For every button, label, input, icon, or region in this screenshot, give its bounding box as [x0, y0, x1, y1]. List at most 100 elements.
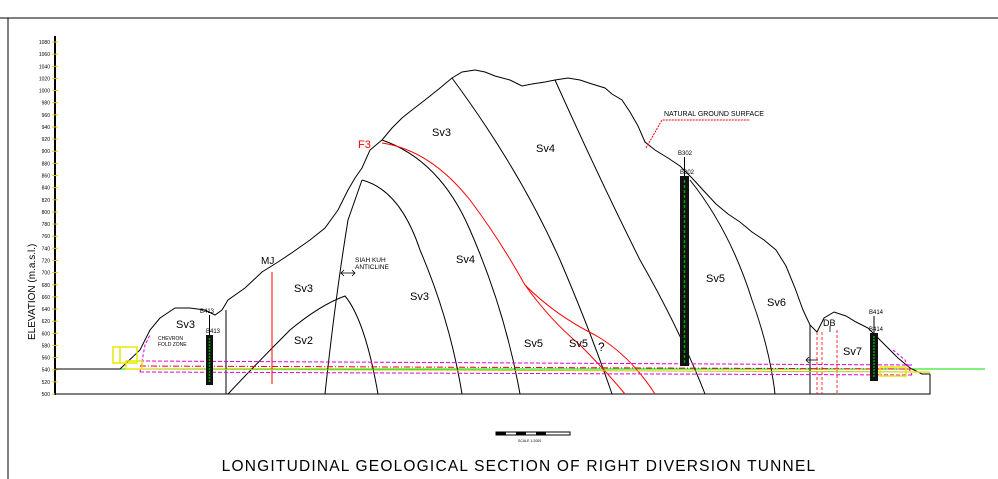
axis-tick-label: 1020 — [39, 76, 50, 82]
label-question-mark: ? — [598, 340, 605, 354]
borehole-b302: B302 B302 — [678, 151, 695, 366]
axis-tick-label: 900 — [42, 149, 51, 155]
borehole-b413-label-top: B413 — [200, 309, 215, 315]
tunnel-magenta-bottom — [139, 371, 913, 376]
axis-tick-label: 740 — [42, 246, 51, 252]
db-arrow — [805, 326, 831, 364]
borehole-b413-label: B413 — [206, 329, 221, 335]
contact-sv3-sv4-top — [451, 77, 613, 395]
portal-left-base — [125, 360, 143, 370]
axis-tick-label: 880 — [42, 161, 51, 167]
axis-tick-label: 540 — [42, 368, 51, 374]
scale-bar-fill-1 — [496, 432, 506, 435]
axis-tick-label: 960 — [42, 113, 51, 119]
anticline-arrow — [340, 269, 356, 277]
axis-tick-label: 720 — [42, 258, 51, 264]
unit-sv6: Sv6 — [767, 297, 786, 309]
contact-sv2-sv3 — [227, 295, 379, 395]
portal-left-outline — [139, 334, 151, 373]
label-anticline: ANTICLINE — [355, 264, 390, 271]
borehole-b414: B414 B414 — [869, 310, 884, 381]
unit-labels: Sv3 Sv3 Sv2 Sv3 Sv3 Sv4 Sv4 Sv5 Sv5 Sv5 … — [176, 127, 862, 358]
axis-tick-label: 840 — [42, 186, 51, 192]
label-f3: F3 — [358, 139, 371, 151]
contact-sv5-sv6 — [689, 179, 776, 395]
axis-tick-label: 520 — [42, 380, 51, 386]
unit-sv5-b: Sv5 — [569, 338, 588, 350]
tunnel-red-center — [139, 365, 913, 370]
portal-structures — [112, 346, 930, 377]
scale-bar-segments — [495, 431, 571, 436]
axis-tick-label: 600 — [42, 331, 51, 337]
label-chevron: CHEVRON — [158, 336, 183, 342]
axis-tick-label: 1080 — [39, 40, 50, 46]
ground-surface-profile — [55, 69, 930, 375]
axis-tick-label: 760 — [42, 234, 51, 240]
scale-bar-fill-3 — [536, 432, 546, 435]
axis-tick-label: 780 — [42, 222, 51, 228]
section-base-line — [55, 374, 931, 395]
axis-tick-label: 700 — [42, 271, 51, 277]
unit-sv3-mid: Sv3 — [294, 283, 313, 295]
db-arrow-head — [805, 356, 810, 364]
geologic-contacts — [225, 77, 811, 395]
borehole-b413: B413 B413 — [200, 309, 221, 385]
axis-tick-label: 820 — [42, 198, 51, 204]
unit-sv5-a: Sv5 — [524, 338, 543, 350]
tunnel-alignment — [139, 334, 913, 376]
section-title: LONGITUDINAL GEOLOGICAL SECTION OF RIGHT… — [222, 458, 817, 475]
fault-f3-upper — [381, 142, 626, 395]
axis-tick-label: 1060 — [39, 52, 50, 58]
natural-ground-label: NATURAL GROUND SURFACE — [664, 111, 764, 118]
borehole-b414-label: B414 — [869, 327, 884, 333]
unit-sv7: Sv7 — [843, 346, 862, 358]
axis-tick-label: 940 — [42, 125, 51, 131]
tunnel-yellow-line — [139, 368, 913, 373]
label-mj: MJ — [261, 256, 274, 267]
fault-lines — [271, 142, 656, 395]
contact-sv3-sv4-inner — [361, 179, 463, 395]
anticline-arrow-left-head — [340, 269, 345, 277]
unit-sv5-right: Sv5 — [706, 273, 725, 285]
tunnel-magenta-top — [139, 360, 913, 366]
axis-ticks: 1080 1060 1040 1020 1000 980 960 940 920 900 880 86… — [39, 40, 58, 398]
unit-sv4-top: Sv4 — [536, 143, 555, 155]
scale-bar-label: SCALE 1:2000 — [518, 439, 541, 443]
axis-tick-label: 560 — [42, 356, 51, 362]
unit-sv4-mid: Sv4 — [456, 254, 475, 266]
scale-bar-fill-2 — [516, 432, 526, 435]
axis-tick-label: 980 — [42, 101, 51, 107]
db-zone-lines — [816, 330, 838, 394]
contact-sv3-sv4-outer — [381, 139, 521, 395]
axis-tick-label: 660 — [42, 295, 51, 301]
axis-tick-label: 800 — [42, 210, 51, 216]
axis-tick-label: 680 — [42, 283, 51, 289]
borehole-b414-label-top: B414 — [869, 310, 884, 316]
portal-left-box — [112, 346, 138, 364]
fault-f3-lower — [524, 284, 656, 395]
label-fold-zone: FOLD ZONE — [158, 342, 187, 348]
axis-label: ELEVATION (m.a.s.l.) — [27, 244, 38, 340]
unit-sv3-center: Sv3 — [410, 291, 429, 303]
elevation-axis: 1080 1060 1040 1020 1000 980 960 940 920 900 880 86… — [27, 36, 58, 398]
axis-tick-label: 1000 — [39, 89, 50, 95]
label-siah-kuh: SIAH KUH — [355, 257, 386, 264]
portal-right-outline — [892, 349, 913, 376]
axis-tick-label: 860 — [42, 174, 51, 180]
anticline-arrow-right-head — [351, 269, 356, 277]
label-db: DB — [823, 318, 836, 328]
axis-tick-label: 500 — [42, 392, 51, 398]
borehole-b302-label-top: B302 — [678, 151, 693, 157]
natural-ground-leader — [645, 119, 750, 149]
axis-tick-label: 920 — [42, 137, 51, 143]
axis-tick-label: 620 — [42, 319, 51, 325]
axis-tick-label: 640 — [42, 307, 51, 313]
axis-tick-label: 1040 — [39, 64, 50, 70]
axis-tick-label: 580 — [42, 343, 51, 349]
unit-sv3-top: Sv3 — [432, 127, 451, 139]
unit-sv2: Sv2 — [294, 335, 313, 347]
borehole-b302-label: B302 — [680, 170, 695, 176]
unit-sv3-left: Sv3 — [176, 319, 195, 331]
scale-bar: SCALE 1:2000 — [495, 431, 571, 443]
